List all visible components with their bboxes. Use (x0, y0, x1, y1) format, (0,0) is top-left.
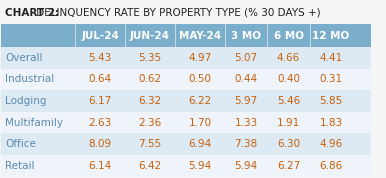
Text: 5.07: 5.07 (235, 53, 257, 63)
FancyBboxPatch shape (2, 155, 371, 177)
Text: MAY-24: MAY-24 (179, 31, 221, 41)
FancyBboxPatch shape (2, 90, 371, 112)
Text: 5.46: 5.46 (277, 96, 300, 106)
Text: Multifamily: Multifamily (5, 118, 63, 128)
Text: Lodging: Lodging (5, 96, 47, 106)
Text: 5.43: 5.43 (88, 53, 112, 63)
Text: 2.36: 2.36 (139, 118, 162, 128)
Text: 6.42: 6.42 (139, 161, 162, 171)
Text: 1.70: 1.70 (188, 118, 212, 128)
Text: 6.94: 6.94 (188, 139, 212, 149)
Text: 6.27: 6.27 (277, 161, 300, 171)
Text: 5.85: 5.85 (319, 96, 343, 106)
FancyBboxPatch shape (2, 133, 371, 155)
Text: 4.66: 4.66 (277, 53, 300, 63)
Text: 6 MO: 6 MO (274, 31, 303, 41)
Text: 5.94: 5.94 (188, 161, 212, 171)
Text: Overall: Overall (5, 53, 42, 63)
Text: 6.14: 6.14 (88, 161, 112, 171)
Text: 6.32: 6.32 (139, 96, 162, 106)
Text: 6.86: 6.86 (319, 161, 343, 171)
Text: 5.94: 5.94 (234, 161, 258, 171)
Text: 0.50: 0.50 (188, 74, 212, 84)
Text: JUN-24: JUN-24 (130, 31, 170, 41)
Text: 7.38: 7.38 (234, 139, 258, 149)
Text: 1.91: 1.91 (277, 118, 300, 128)
Text: 6.17: 6.17 (88, 96, 112, 106)
Text: 4.96: 4.96 (319, 139, 343, 149)
Text: JUL-24: JUL-24 (81, 31, 119, 41)
Text: 3 MO: 3 MO (231, 31, 261, 41)
Text: Office: Office (5, 139, 36, 149)
Text: 4.97: 4.97 (188, 53, 212, 63)
FancyBboxPatch shape (2, 112, 371, 133)
Text: 12 MO: 12 MO (312, 31, 350, 41)
Text: 1.33: 1.33 (234, 118, 258, 128)
FancyBboxPatch shape (2, 24, 371, 47)
Text: 0.64: 0.64 (89, 74, 112, 84)
Text: Industrial: Industrial (5, 74, 54, 84)
Text: 0.44: 0.44 (235, 74, 257, 84)
Text: 6.30: 6.30 (277, 139, 300, 149)
Text: 0.31: 0.31 (320, 74, 342, 84)
Text: CHART 2:: CHART 2: (5, 8, 59, 18)
Text: 0.40: 0.40 (277, 74, 300, 84)
FancyBboxPatch shape (2, 47, 371, 69)
Text: DELINQUENCY RATE BY PROPERTY TYPE (% 30 DAYS +): DELINQUENCY RATE BY PROPERTY TYPE (% 30 … (33, 8, 320, 18)
Text: 8.09: 8.09 (89, 139, 112, 149)
Text: 4.41: 4.41 (319, 53, 343, 63)
Text: 5.35: 5.35 (139, 53, 162, 63)
Text: Retail: Retail (5, 161, 35, 171)
Text: 6.22: 6.22 (188, 96, 212, 106)
Text: 7.55: 7.55 (139, 139, 162, 149)
Text: 5.97: 5.97 (234, 96, 258, 106)
Text: 1.83: 1.83 (319, 118, 343, 128)
Text: 2.63: 2.63 (88, 118, 112, 128)
Text: 0.62: 0.62 (139, 74, 162, 84)
FancyBboxPatch shape (2, 69, 371, 90)
